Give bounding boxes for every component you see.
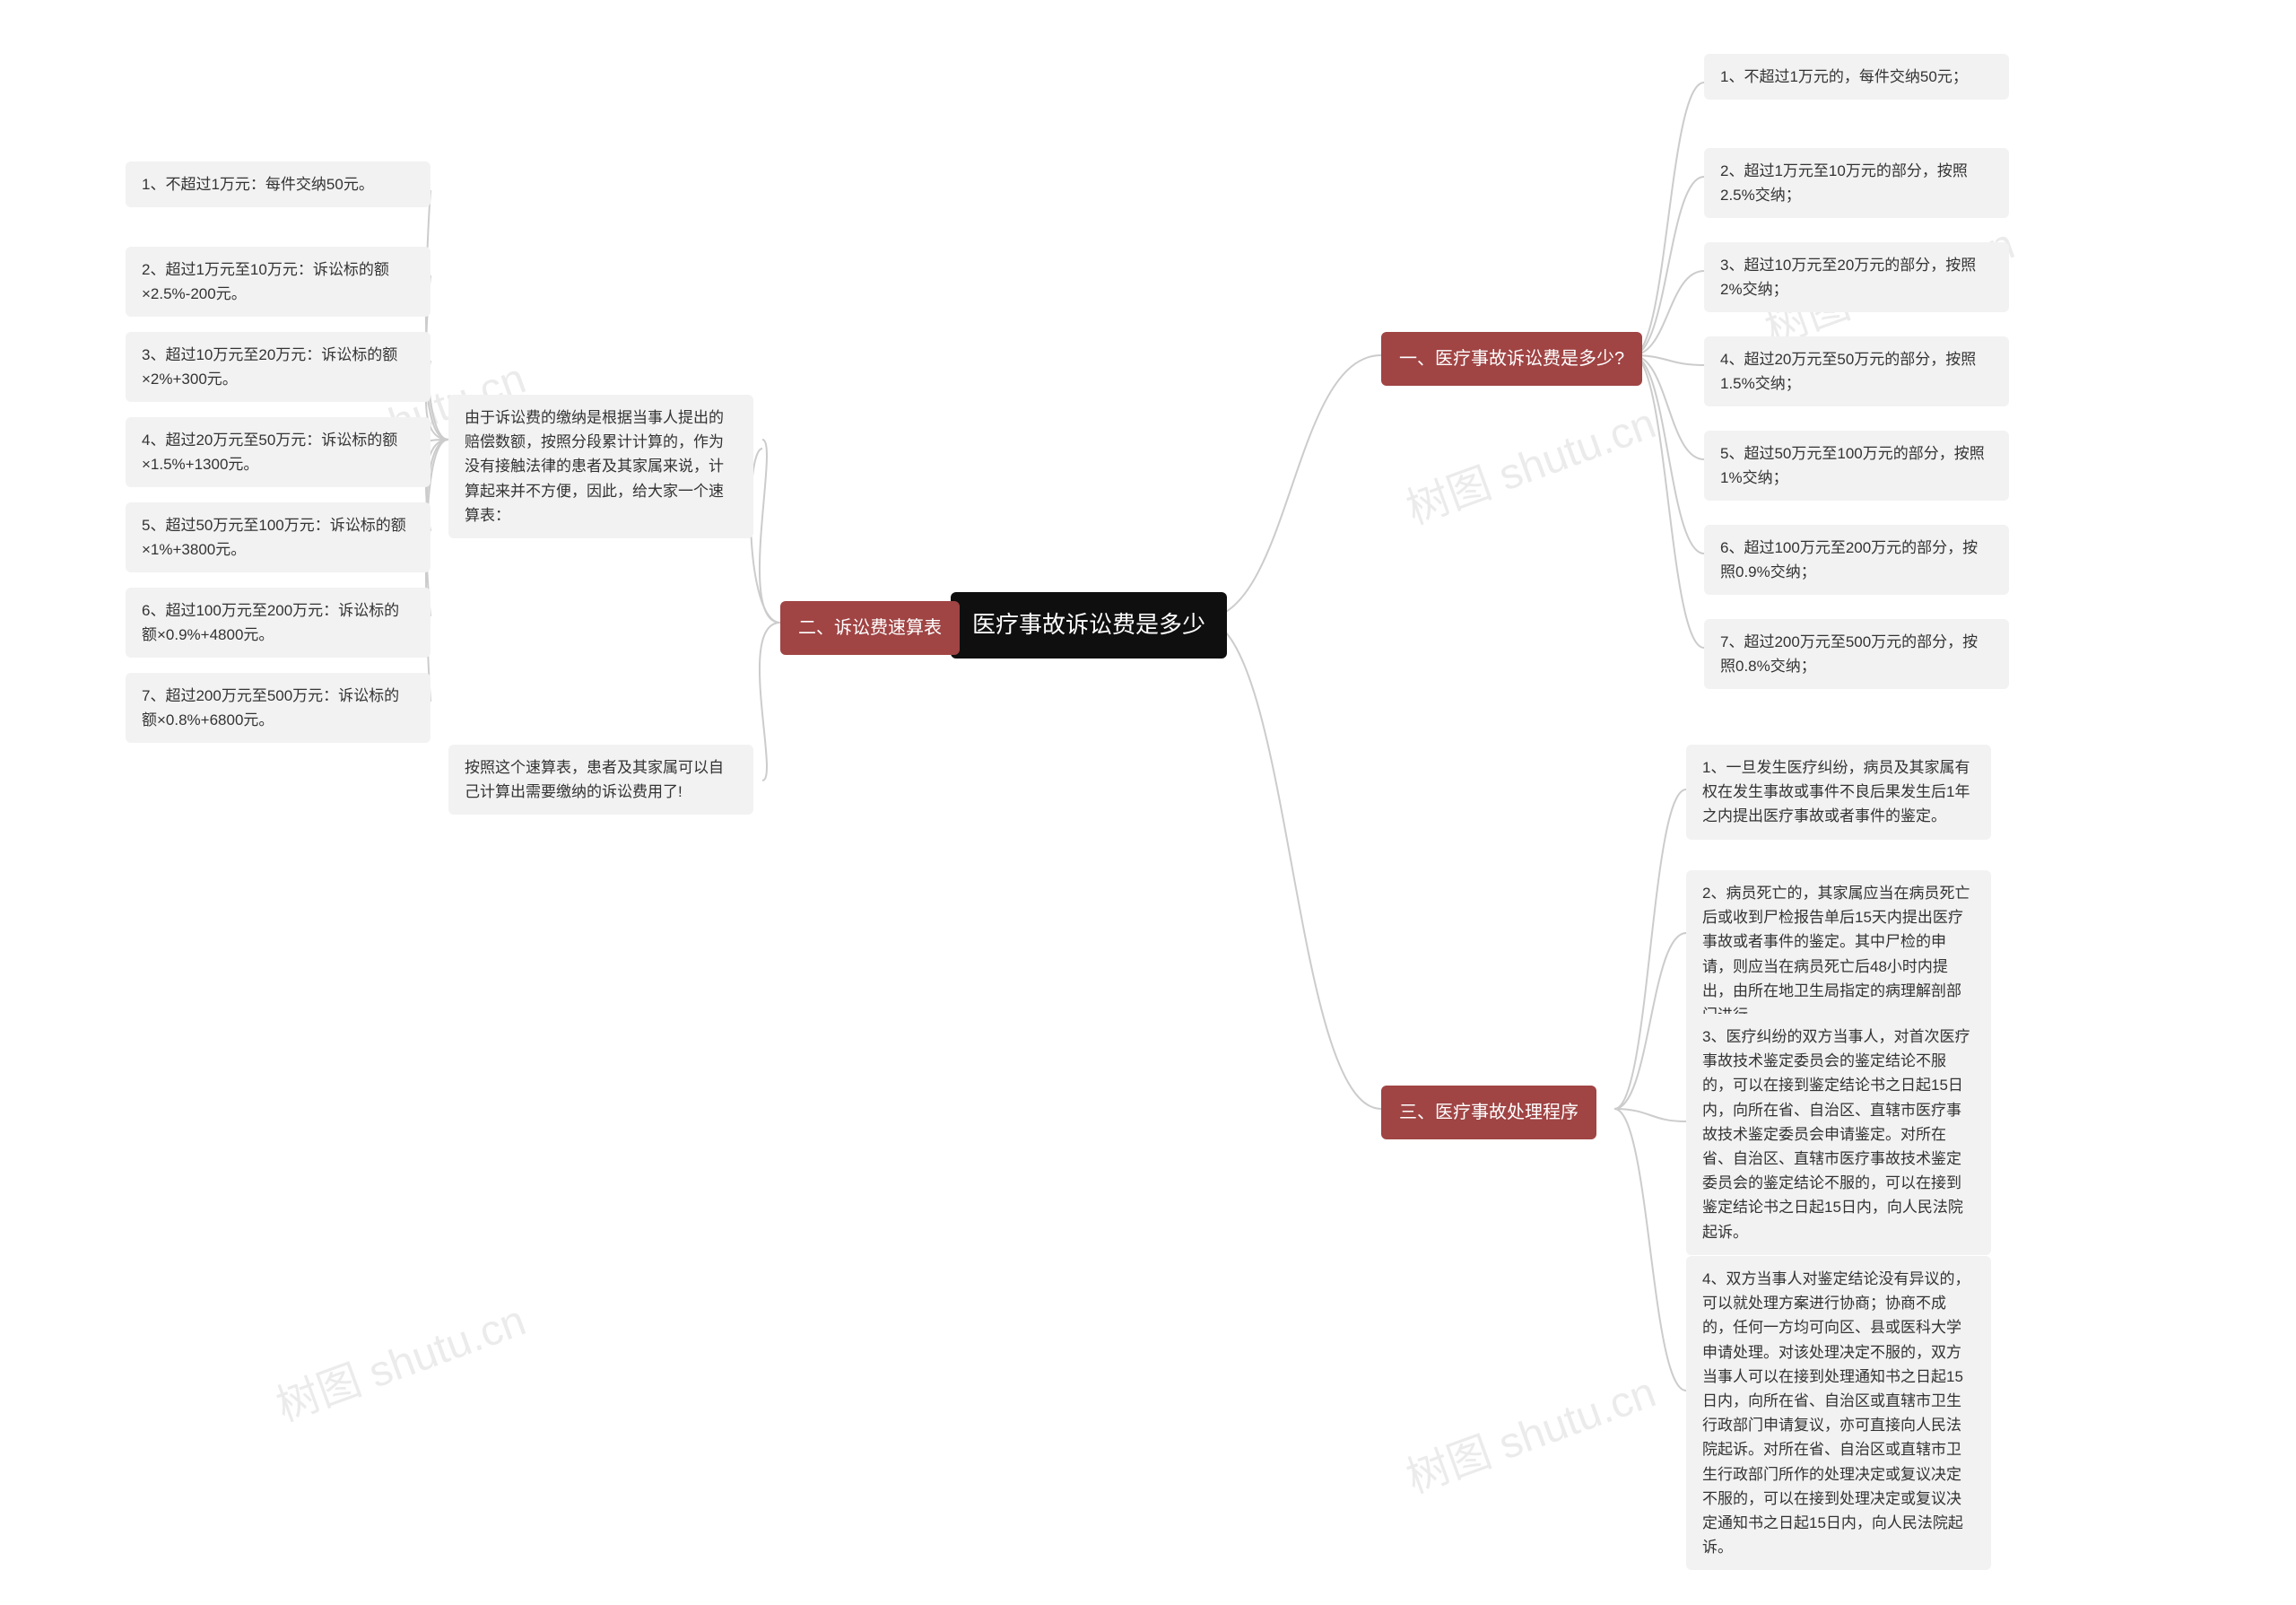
fee-item: 1、不超过1万元的，每件交纳50元； — [1704, 54, 2009, 100]
root-node[interactable]: 医疗事故诉讼费是多少 — [951, 592, 1227, 659]
calc-item: 5、超过50万元至100万元：诉讼标的额×1%+3800元。 — [126, 502, 430, 572]
fee-item: 3、超过10万元至20万元的部分，按照2%交纳； — [1704, 242, 2009, 312]
branch-fee[interactable]: 一、医疗事故诉讼费是多少? — [1381, 332, 1642, 386]
calc-item: 3、超过10万元至20万元：诉讼标的额×2%+300元。 — [126, 332, 430, 402]
watermark: 树图 shutu.cn — [1396, 1356, 1663, 1505]
proc-item: 4、双方当事人对鉴定结论没有异议的，可以就处理方案进行协商；协商不成的，任何一方… — [1686, 1256, 1991, 1570]
calc-item: 2、超过1万元至10万元：诉讼标的额×2.5%-200元。 — [126, 247, 430, 317]
calc-intro: 由于诉讼费的缴纳是根据当事人提出的赔偿数额，按照分段累计计算的，作为没有接触法律… — [448, 395, 753, 538]
fee-item: 2、超过1万元至10万元的部分，按照2.5%交纳； — [1704, 148, 2009, 218]
branch-proc[interactable]: 三、医疗事故处理程序 — [1381, 1086, 1596, 1139]
branch-calc[interactable]: 二、诉讼费速算表 — [780, 601, 960, 655]
proc-item: 3、医疗纠纷的双方当事人，对首次医疗事故技术鉴定委员会的鉴定结论不服的，可以在接… — [1686, 1014, 1991, 1255]
calc-item: 6、超过100万元至200万元：诉讼标的额×0.9%+4800元。 — [126, 588, 430, 658]
calc-item: 4、超过20万元至50万元：诉讼标的额×1.5%+1300元。 — [126, 417, 430, 487]
fee-item: 6、超过100万元至200万元的部分，按照0.9%交纳； — [1704, 525, 2009, 595]
watermark: 树图 shutu.cn — [1396, 388, 1663, 536]
fee-item: 4、超过20万元至50万元的部分，按照1.5%交纳； — [1704, 336, 2009, 406]
calc-item: 7、超过200万元至500万元：诉讼标的额×0.8%+6800元。 — [126, 673, 430, 743]
watermark: 树图 shutu.cn — [266, 1285, 533, 1433]
fee-item: 7、超过200万元至500万元的部分，按照0.8%交纳； — [1704, 619, 2009, 689]
proc-item: 1、一旦发生医疗纠纷，病员及其家属有权在发生事故或事件不良后果发生后1年之内提出… — [1686, 745, 1991, 840]
calc-item: 1、不超过1万元：每件交纳50元。 — [126, 161, 430, 207]
fee-item: 5、超过50万元至100万元的部分，按照1%交纳； — [1704, 431, 2009, 501]
calc-outro: 按照这个速算表，患者及其家属可以自己计算出需要缴纳的诉讼费用了! — [448, 745, 753, 815]
